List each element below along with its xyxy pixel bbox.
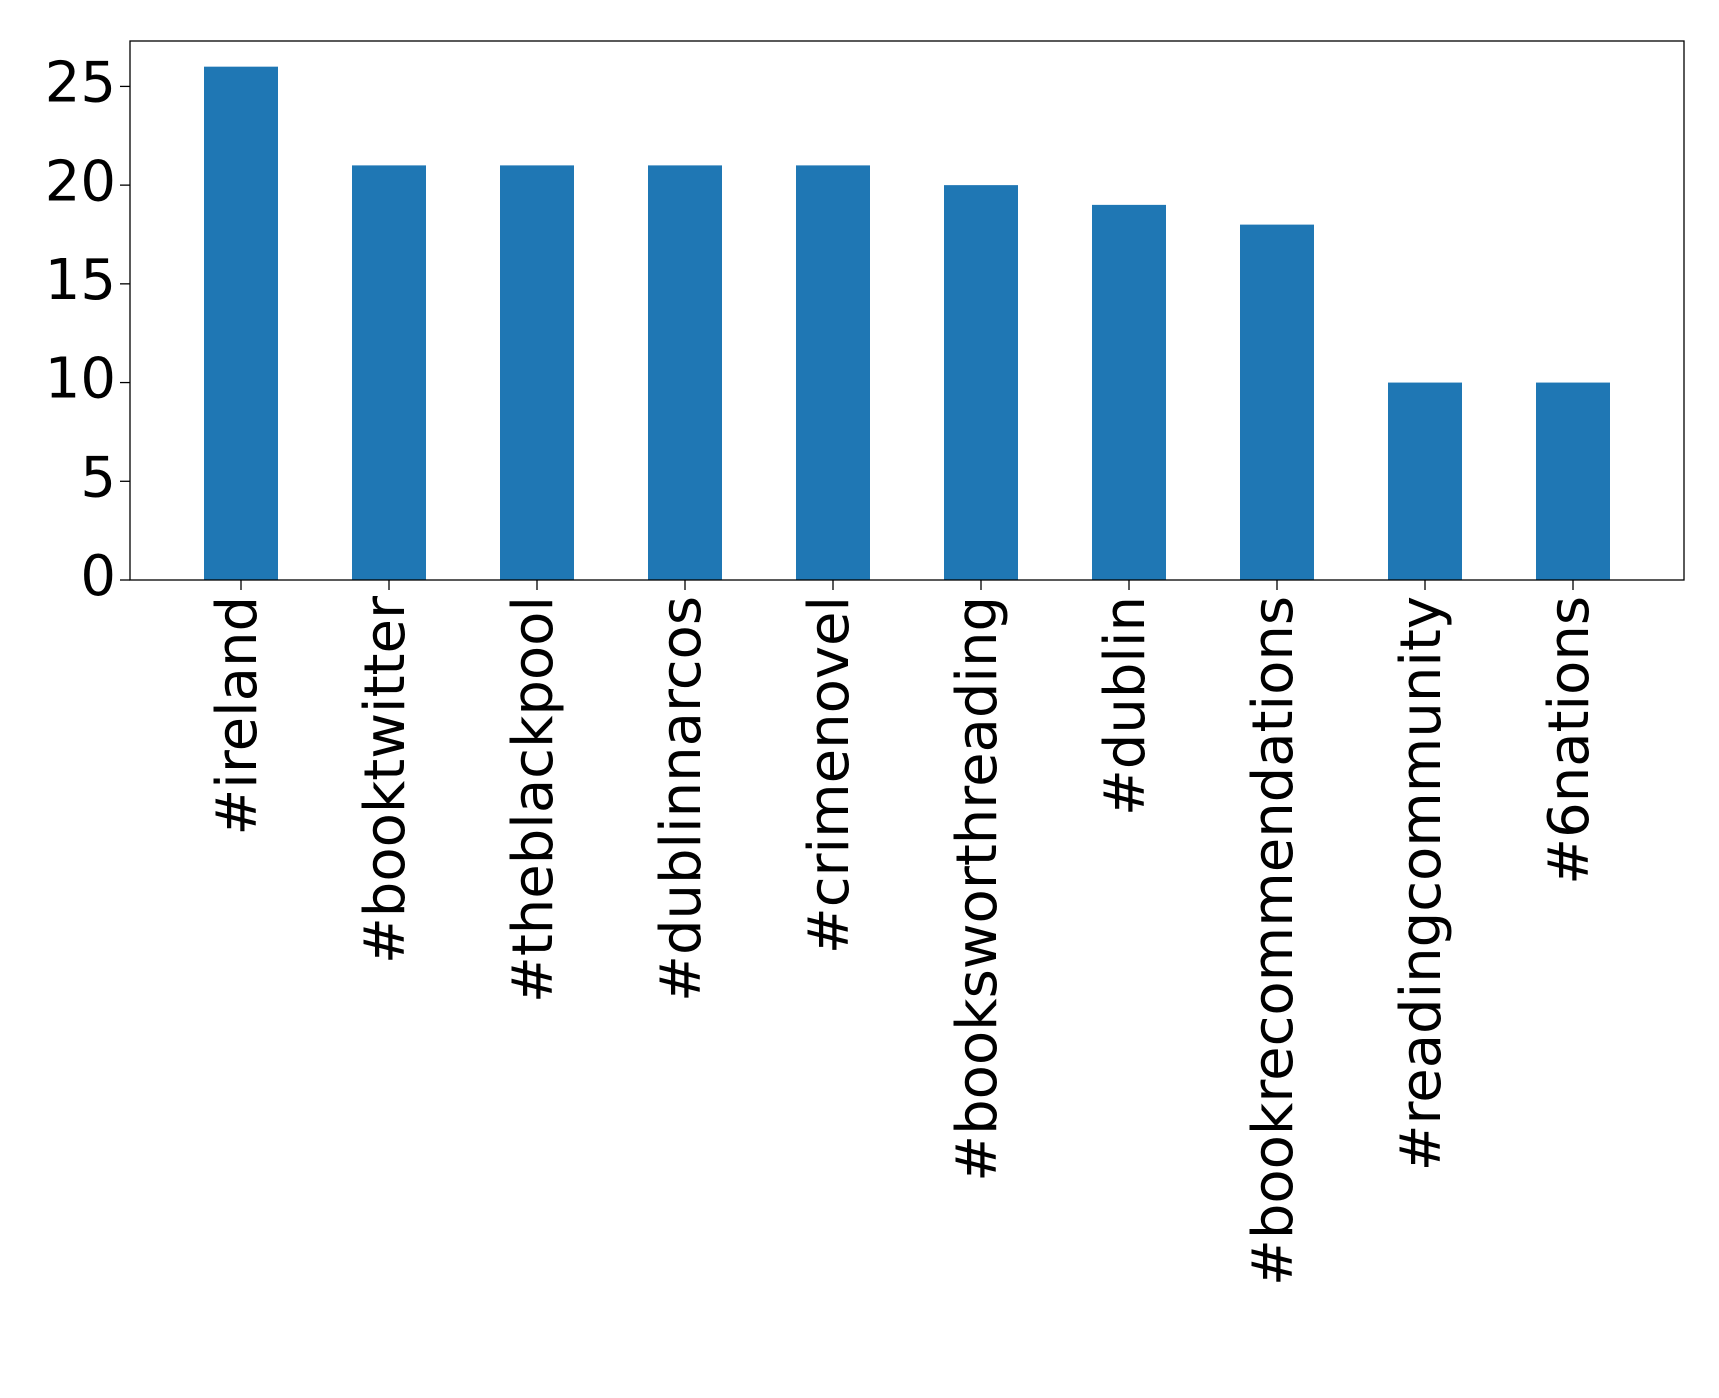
x-tick-label: #readingcommunity [1389,596,1454,1171]
bar [944,185,1018,580]
x-tick-label: #booktwitter [353,595,418,964]
x-tick-label: #dublinnarcos [649,596,714,1002]
x-tick-label: #crimenovel [797,596,862,954]
bar [1536,382,1610,580]
y-tick-label: 25 [45,51,116,116]
bar [352,165,426,580]
y-tick-label: 10 [45,347,116,412]
x-tick-label: #booksworthreading [945,596,1010,1182]
bar [1092,204,1166,580]
x-tick-label: #dublin [1093,596,1158,816]
x-tick-label: #theblackpool [501,596,566,1003]
y-tick-label: 15 [45,248,116,313]
bar [648,165,722,580]
y-tick-label: 5 [80,445,116,510]
y-tick-label: 0 [80,544,116,609]
bar [1240,224,1314,580]
bar [1388,382,1462,580]
bar [796,165,870,580]
bars-group [204,66,1610,580]
x-tick-label: #ireland [205,596,270,836]
y-tick-label: 20 [45,149,116,214]
x-tick-label: #bookrecommendations [1241,596,1306,1286]
bar [204,66,278,580]
plot-frame [129,40,1685,581]
y-axis: 0 5 10 15 20 25 [45,51,130,609]
bar [500,165,574,580]
x-axis: #ireland #booktwitter #theblackpool #dublin… [205,580,1602,1286]
x-tick-label: #6nations [1537,596,1602,885]
